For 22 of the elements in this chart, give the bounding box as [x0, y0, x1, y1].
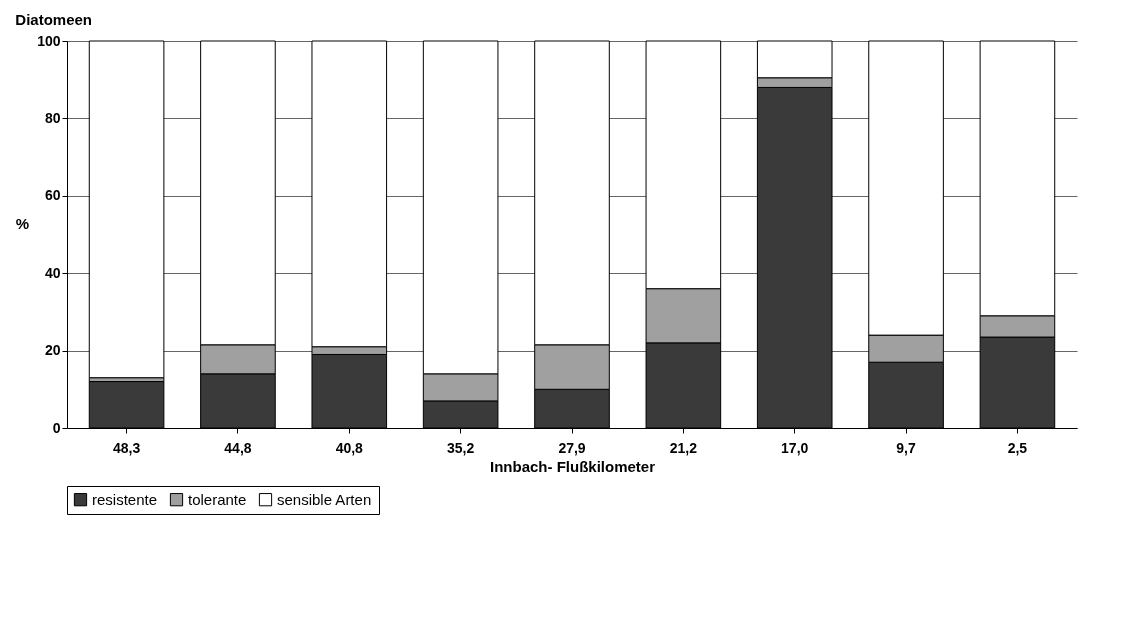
legend-label: tolerante	[188, 490, 247, 508]
y-axis-title: %	[15, 214, 30, 232]
x-axis-title: Innbach- Flußkilometer	[489, 457, 656, 475]
x-tick-label: 48,3	[112, 439, 141, 456]
chart-title: Diatomeen	[15, 11, 93, 28]
x-tick-label: 9,7	[896, 439, 917, 456]
y-tick-label: 60	[44, 187, 61, 204]
x-tick-label: 17,0	[781, 439, 809, 456]
x-tick-label: 44,8	[224, 439, 252, 456]
y-tick-label: 20	[44, 342, 61, 359]
x-tick-label: 40,8	[335, 439, 364, 456]
y-tick-label: 40	[44, 264, 61, 281]
x-tick-label: 27,9	[558, 439, 586, 456]
y-tick-label: 100	[37, 32, 61, 49]
x-tick-label: 35,2	[447, 439, 475, 456]
bar	[88, 40, 165, 379]
y-tick-label: 80	[44, 109, 61, 126]
legend-label: sensible Arten	[277, 490, 372, 508]
legend-label: resistente	[92, 490, 158, 508]
x-tick-label: 21,2	[669, 439, 698, 456]
y-tick-label: 0	[52, 419, 61, 436]
x-tick-label: 2,5	[1007, 439, 1028, 456]
